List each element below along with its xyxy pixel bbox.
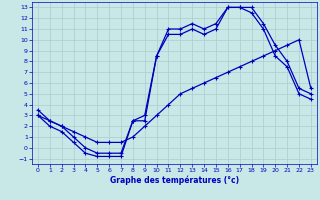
X-axis label: Graphe des températures (°c): Graphe des températures (°c) [110,176,239,185]
